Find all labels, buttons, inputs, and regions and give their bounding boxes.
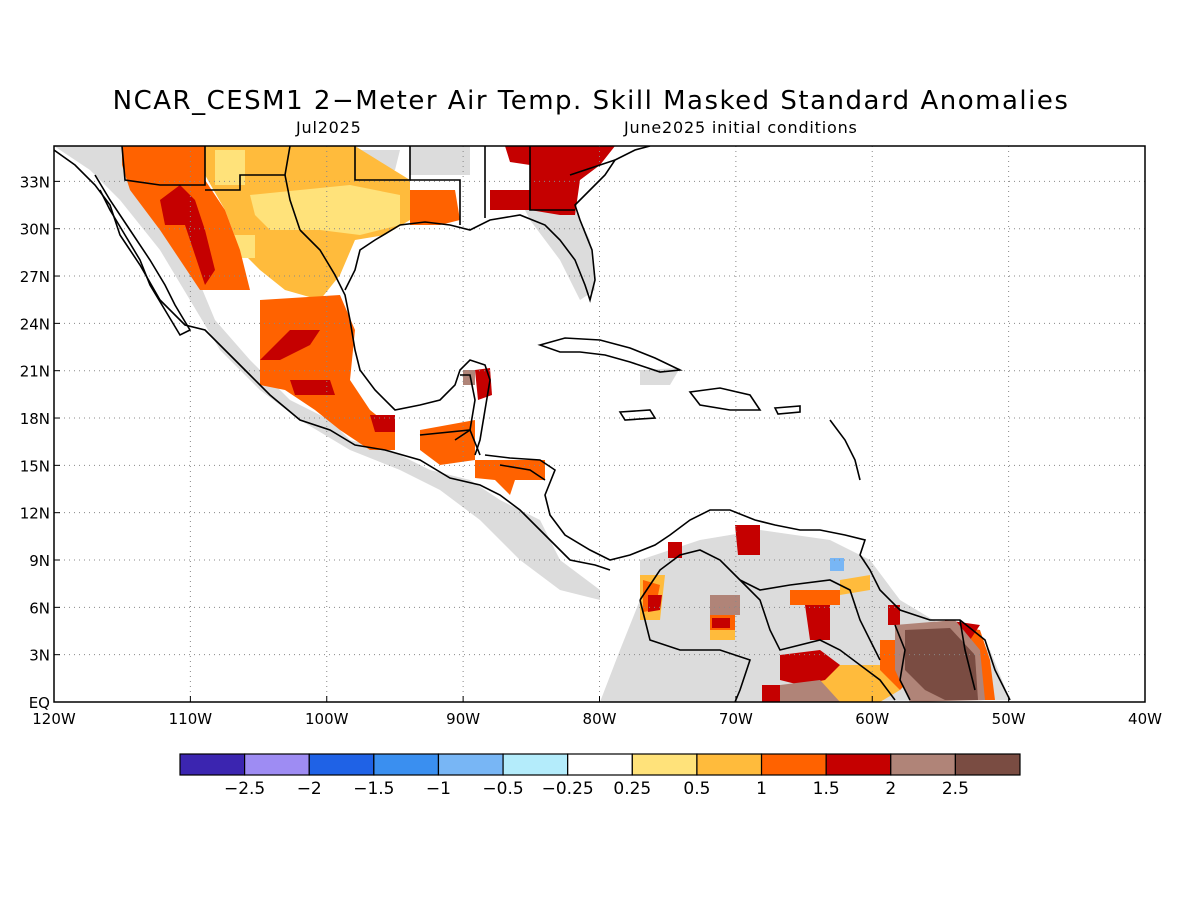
- lat-tick-label: 21N: [20, 363, 50, 381]
- coastlines: [54, 146, 1011, 702]
- lon-tick-label: 70W: [719, 710, 753, 728]
- colorbar-label: 1.5: [813, 779, 840, 799]
- colorbar-swatch: [244, 753, 310, 776]
- lat-tick-label: 30N: [20, 221, 50, 239]
- colorbar-swatch: [890, 753, 956, 776]
- map-title: NCAR_CESM1 2−Meter Air Temp. Skill Maske…: [112, 86, 1070, 116]
- lon-tick-label: 60W: [855, 710, 889, 728]
- colorbar-label: −2.5: [224, 779, 265, 799]
- colorbar-label: −2: [297, 779, 322, 799]
- lat-tick-label: 12N: [20, 505, 50, 523]
- lon-tick-label: 120W: [32, 710, 76, 728]
- colorbar-label: −0.25: [542, 779, 594, 799]
- lat-tick-label: 33N: [20, 173, 50, 191]
- colorbar-label: −1.5: [353, 779, 394, 799]
- colorbar: [179, 753, 1021, 776]
- colorbar-swatch: [502, 753, 569, 776]
- lon-tick-label: 50W: [992, 710, 1026, 728]
- lon-tick-label: 100W: [305, 710, 349, 728]
- colorbar-label: 2: [885, 779, 896, 799]
- colorbar-label: −0.5: [482, 779, 523, 799]
- lat-tick-label: 9N: [29, 552, 50, 570]
- colorbar-swatch: [567, 753, 633, 776]
- colorbar-swatch: [954, 753, 1021, 776]
- colorbar-swatch: [179, 753, 246, 776]
- lat-tick-label: 18N: [20, 410, 50, 428]
- lat-tick-label: 3N: [29, 647, 50, 665]
- colorbar-swatch: [308, 753, 375, 776]
- colorbar-swatch: [760, 753, 827, 776]
- colorbar-label: 1: [756, 779, 767, 799]
- anomaly-1.5-2-areas: [160, 146, 980, 702]
- colorbar-label: −1: [426, 779, 451, 799]
- anomaly-negative-cell: [830, 558, 844, 571]
- lon-tick-label: 110W: [169, 710, 213, 728]
- longitude-ticks: 120W 110W 100W 90W 80W 70W 60W 50W 40W: [32, 696, 1162, 728]
- lat-tick-label: 27N: [20, 268, 50, 286]
- lat-tick-label: EQ: [29, 694, 50, 712]
- forecast-month: Jul2025: [296, 118, 362, 137]
- colorbar-label: 0.25: [613, 779, 651, 799]
- colorbar-label: 0.5: [683, 779, 710, 799]
- lat-tick-label: 24N: [20, 315, 50, 333]
- latitude-ticks: EQ 3N 6N 9N 12N 15N 18N 21N 24N 27N 30N 33N: [20, 173, 60, 712]
- colorbar-swatch: [437, 753, 504, 776]
- colorbar-labels: −2.5 −2 −1.5 −1 −0.5 −0.25 0.25 0.5 1 1.5 2 2.5: [224, 779, 969, 799]
- lat-tick-label: 6N: [29, 599, 50, 617]
- colorbar-swatch: [825, 753, 892, 776]
- colorbar-swatch: [373, 753, 440, 776]
- colorbar-label: 2.5: [942, 779, 969, 799]
- initial-conditions: June2025 initial conditions: [624, 118, 858, 137]
- map-layer: [54, 146, 1145, 702]
- lat-tick-label: 15N: [20, 457, 50, 475]
- colorbar-swatch: [696, 753, 763, 776]
- anomaly-above-2.5-areas: [905, 628, 978, 700]
- colorbar-swatch: [631, 753, 698, 776]
- lon-tick-label: 90W: [446, 710, 480, 728]
- lon-tick-label: 40W: [1128, 710, 1162, 728]
- lon-tick-label: 80W: [583, 710, 617, 728]
